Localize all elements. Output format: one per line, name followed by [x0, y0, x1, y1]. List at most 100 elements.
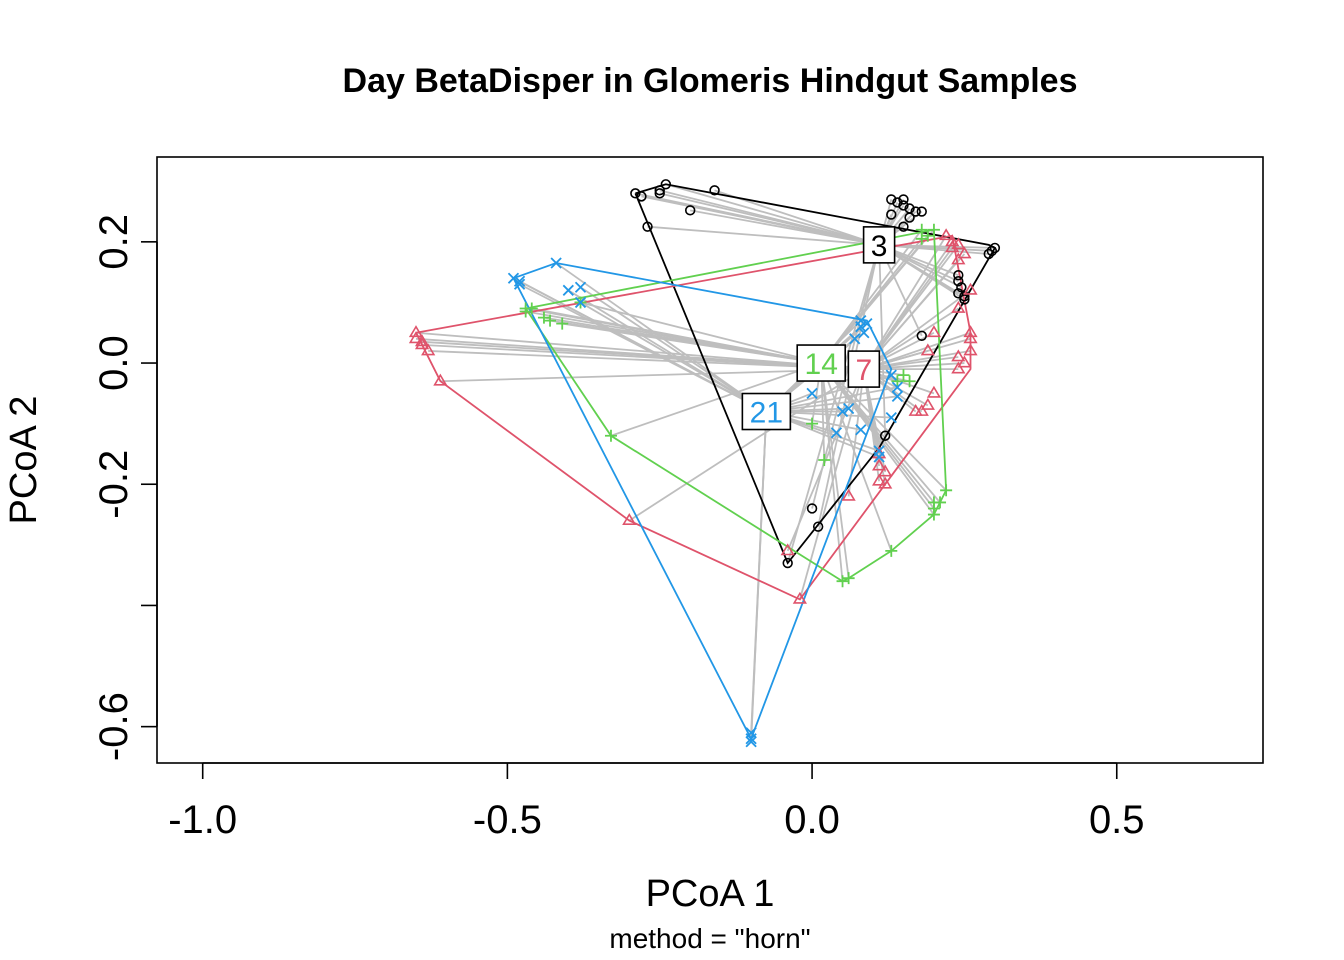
point-group-21: [574, 296, 587, 309]
centroid-group-3: 3: [862, 226, 896, 264]
point-group-3: [642, 221, 653, 232]
point-group-7: [871, 473, 887, 486]
centroid-box: [796, 344, 847, 382]
point-group-3: [812, 521, 824, 532]
point-group-14: [818, 454, 831, 466]
distance-segment: [519, 283, 767, 413]
point-group-21: [858, 327, 870, 339]
point-group-3: [898, 200, 909, 211]
point-group-3: [806, 503, 818, 514]
point-group-3: [904, 212, 915, 223]
distance-segment: [440, 368, 864, 383]
point-group-21: [891, 381, 904, 393]
point-group-7: [408, 325, 424, 338]
point-group-3: [910, 206, 921, 217]
y-axis: -0.6 -0.2 0.0 0.2: [92, 214, 158, 761]
point-group-3: [959, 291, 970, 302]
hull-group-21: [512, 262, 893, 742]
point-group-3: [953, 269, 964, 281]
point-group-7: [908, 403, 923, 416]
distance-segment: [580, 286, 767, 413]
point-group-14: [885, 544, 898, 557]
distance-segment: [750, 411, 768, 742]
point-group-3: [636, 191, 647, 202]
chart-subtitle: method = "horn": [609, 923, 810, 954]
point-group-21: [836, 405, 849, 418]
y-tick-label: 0.2: [92, 214, 136, 270]
group-hulls-layer: [415, 183, 997, 742]
point-group-21: [855, 321, 867, 333]
centroid-box: [847, 350, 881, 388]
centroid-box: [741, 392, 792, 431]
point-group-21: [513, 278, 526, 290]
point-group-7: [963, 325, 978, 338]
distance-segment: [820, 229, 923, 364]
point-group-21: [562, 284, 574, 296]
point-group-3: [654, 188, 665, 199]
point-group-21: [861, 318, 873, 330]
point-group-7: [945, 240, 960, 253]
point-group-21: [806, 387, 818, 399]
point-group-14: [604, 429, 617, 442]
group-centroids-layer: 3 7 14 21: [741, 226, 896, 431]
point-group-7: [957, 246, 972, 259]
chart-title: Day BetaDisper in Glomeris Hindgut Sampl…: [343, 62, 1078, 100]
point-group-21: [891, 390, 904, 403]
point-group-21: [885, 369, 897, 381]
distance-segment: [428, 350, 864, 370]
point-group-14: [927, 223, 940, 236]
point-group-7: [963, 343, 978, 356]
point-group-14: [934, 496, 947, 509]
point-group-14: [897, 369, 910, 382]
point-group-21: [885, 411, 897, 424]
distance-segment: [863, 247, 953, 370]
point-group-14: [915, 232, 928, 245]
x-tick-label: 0.5: [1089, 798, 1145, 842]
centroid-group-21: 21: [741, 392, 792, 431]
x-tick-label: -1.0: [168, 798, 237, 842]
x-tick-label: 0.0: [784, 798, 840, 842]
centroid-group-7: 7: [847, 350, 881, 388]
point-group-3: [953, 276, 964, 287]
distance-segment: [863, 289, 972, 370]
point-group-3: [782, 557, 793, 569]
point-group-7: [951, 252, 966, 265]
x-tick-label: -0.5: [473, 798, 542, 842]
point-group-3: [630, 188, 641, 199]
point-group-7: [926, 385, 942, 398]
point-group-21: [842, 402, 855, 415]
x-axis: -1.0 -0.5 0.0 0.5: [168, 762, 1145, 842]
distance-segment: [422, 340, 864, 370]
plot-frame: [156, 156, 1264, 764]
point-group-3: [916, 206, 927, 217]
point-group-14: [806, 417, 819, 430]
point-group-7: [920, 343, 935, 356]
point-group-14: [544, 314, 557, 327]
point-group-3: [989, 242, 1001, 254]
point-group-7: [792, 591, 807, 604]
distance-segment: [863, 235, 947, 370]
point-group-21: [849, 333, 861, 345]
point-group-3: [956, 282, 967, 293]
point-group-3: [886, 209, 897, 220]
distance-segment: [610, 362, 822, 437]
point-group-21: [745, 733, 757, 745]
point-group-7: [951, 300, 966, 313]
point-group-7: [951, 237, 966, 250]
distance-segment: [665, 183, 880, 246]
point-group-7: [408, 331, 424, 344]
point-group-3: [916, 330, 927, 341]
point-group-7: [433, 373, 448, 386]
point-group-14: [836, 575, 849, 588]
distance-segment: [690, 209, 880, 246]
point-group-7: [951, 361, 966, 374]
point-group-21: [513, 275, 526, 287]
point-group-7: [945, 234, 960, 247]
point-group-7: [780, 543, 795, 556]
centroid-label: 7: [856, 354, 873, 387]
x-axis-label: PCoA 1: [646, 873, 775, 915]
point-group-7: [414, 334, 430, 347]
point-group-7: [878, 464, 893, 477]
distance-segment: [863, 331, 971, 370]
